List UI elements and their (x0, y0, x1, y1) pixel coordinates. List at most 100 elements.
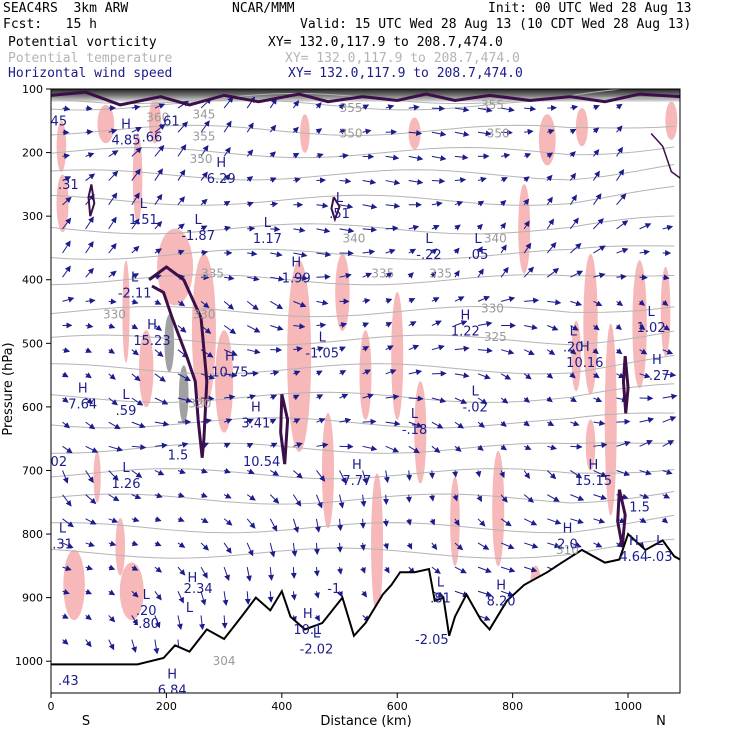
wind-arrow (200, 492, 208, 498)
wind-arrow (477, 566, 492, 574)
wind-arrow (108, 323, 116, 329)
wind-arrow (200, 198, 208, 206)
wind-arrow (270, 442, 278, 449)
wind-arrow (108, 150, 119, 157)
wind-arrow (524, 297, 540, 304)
theta-line (51, 305, 675, 318)
wind-arrow (477, 176, 487, 183)
pv-blob (585, 419, 596, 471)
wind-arrow (615, 348, 623, 355)
wind-arrow (477, 444, 484, 451)
wind-arrow (406, 518, 412, 526)
wind-arrow (131, 323, 139, 330)
wind-arrow (569, 151, 576, 158)
extremum-value: 1.02 (637, 321, 666, 336)
extremum-value: .20 (136, 604, 157, 619)
wind-arrow (62, 445, 73, 454)
wind-arrow (131, 565, 139, 571)
wind-arrow (108, 470, 119, 481)
wind-arrow (570, 494, 585, 501)
pv-core (164, 314, 175, 373)
wind-arrow (131, 245, 140, 254)
wind-arrow (154, 144, 165, 157)
wind-arrow (292, 100, 300, 109)
extremum-value: 10.75 (211, 366, 248, 381)
y-tick-label: 900 (22, 592, 43, 605)
extremum-marker: H (652, 353, 662, 368)
wind-arrow (270, 275, 285, 282)
wind-arrow (108, 397, 118, 406)
wind-arrow (593, 245, 606, 254)
wind-arrow (292, 152, 300, 159)
theta-line (51, 490, 675, 505)
extremum-value: 7.77 (342, 474, 371, 489)
wind-arrow (154, 566, 163, 573)
valid-time: Valid: 15 UTC Wed 28 Aug 13 (10 CDT Wed … (300, 17, 692, 32)
theta-label: 330 (481, 301, 504, 315)
theta-line (51, 245, 675, 260)
y-tick-label: 700 (22, 464, 43, 477)
theta-label: 304 (213, 654, 236, 668)
wind-arrow (223, 96, 234, 109)
wind-arrow (62, 494, 72, 507)
wind-arrow (108, 347, 115, 354)
extremum-marker: H (460, 308, 470, 323)
wind-arrow (408, 155, 424, 162)
wind-arrow (523, 396, 530, 403)
wind-arrow (546, 218, 555, 230)
wind-arrow (431, 542, 438, 550)
wind-arrow (385, 369, 397, 375)
wind-arrow (477, 130, 492, 137)
wind-arrow (131, 168, 141, 181)
wind-arrow (477, 320, 493, 327)
wind-arrow (477, 268, 484, 278)
wind-arrow (385, 322, 393, 328)
wind-arrow (454, 566, 467, 574)
wind-arrow (336, 567, 343, 575)
wind-arrow (247, 348, 261, 355)
extremum-value: -.80 (134, 617, 159, 632)
extremum-value: 2.34 (184, 582, 213, 597)
wind-arrow (616, 220, 629, 230)
terrain-mask (51, 534, 680, 693)
wind-arrow (593, 193, 602, 206)
wind-arrow (382, 518, 389, 527)
wind-arrow (108, 373, 116, 380)
wind-arrow (524, 566, 538, 573)
wind-arrow (546, 349, 556, 356)
wind-arrow (662, 274, 670, 281)
wind-arrow (339, 346, 346, 352)
extremum-marker: H (216, 156, 226, 171)
wind-arrow (454, 372, 470, 379)
wind-arrow (176, 615, 183, 630)
wind-arrow (62, 421, 71, 429)
wind-arrow (290, 567, 297, 579)
extremum-marker: H (563, 521, 573, 536)
wind-arrow (662, 416, 677, 423)
wind-arrow (269, 151, 277, 158)
theta-labels: 360 345 355 350 350 355 350 355 340 325 335 340 330 3… (103, 98, 579, 668)
extremum-value: -.03 (647, 550, 672, 565)
wind-arrow (85, 397, 93, 405)
extremum-value: 2.0 (557, 537, 578, 552)
extremum-value: -.02 (462, 401, 487, 416)
wind-arrow (406, 542, 413, 550)
extremum-value: 10.16 (566, 356, 603, 371)
wind-arrow (477, 200, 485, 207)
extremum-value: 1.99 (282, 272, 311, 287)
wind-arrow (524, 128, 534, 135)
extremum-value: 15.15 (575, 474, 612, 489)
wind-arrow (200, 517, 209, 524)
wind-arrow (177, 566, 186, 576)
extremum-marker: L (143, 588, 151, 603)
extremum-value: 4.85 (112, 134, 141, 149)
wind-arrow (547, 444, 557, 451)
wind-arrow (639, 417, 655, 423)
wind-arrow (408, 321, 417, 327)
pv-shading (56, 98, 678, 621)
wind-arrow (592, 348, 599, 355)
wind-arrow (292, 394, 300, 401)
wind-arrow (154, 193, 163, 205)
wind-arrow (593, 272, 606, 279)
